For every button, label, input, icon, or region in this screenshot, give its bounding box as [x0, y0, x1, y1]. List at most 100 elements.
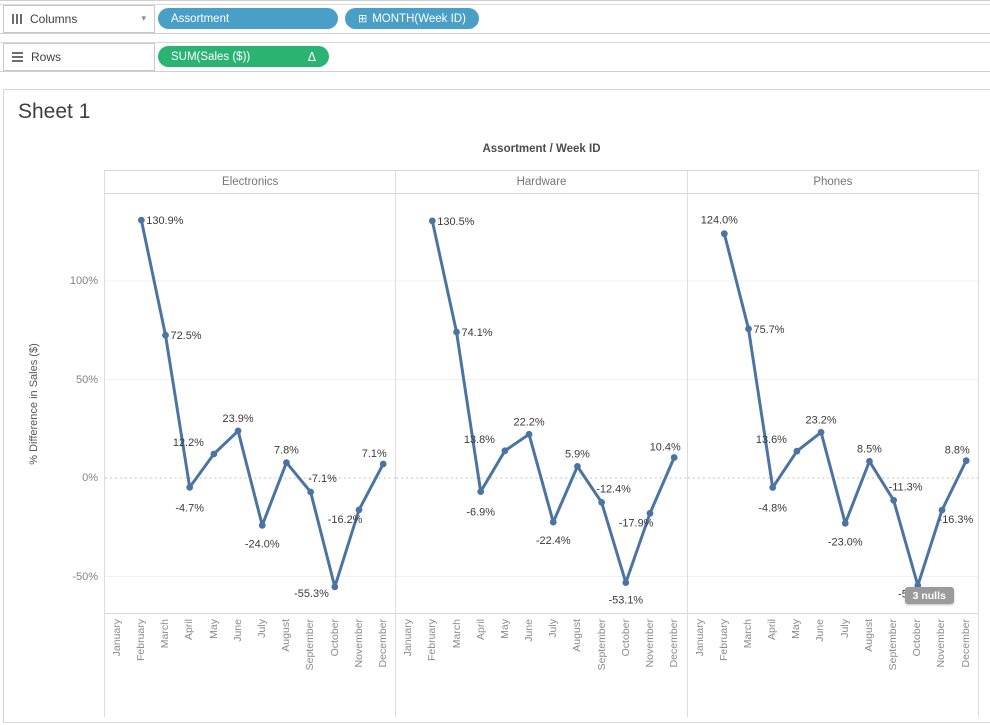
- data-point[interactable]: [865, 457, 873, 465]
- month-label: March: [450, 619, 463, 649]
- month-label: April: [474, 619, 487, 641]
- month-label: August: [280, 619, 293, 652]
- month-label: January: [110, 619, 123, 657]
- month-label: October: [328, 619, 341, 657]
- data-point[interactable]: [744, 325, 752, 333]
- columns-shelf[interactable]: Columns ▾ Assortment ⊞ MONTH(Week ID): [0, 4, 990, 34]
- data-label: -16.2%: [328, 514, 363, 526]
- data-point[interactable]: [501, 447, 509, 455]
- data-label: 75.7%: [753, 324, 784, 336]
- data-point[interactable]: [938, 506, 946, 514]
- month-label: February: [426, 619, 439, 662]
- y-axis-title: % Difference in Sales ($): [28, 343, 40, 465]
- y-tick-label: 0%: [82, 472, 98, 484]
- data-label: -5: [898, 588, 908, 600]
- month-label: May: [790, 619, 803, 639]
- data-point[interactable]: [453, 328, 461, 336]
- month-label: August: [571, 619, 584, 652]
- data-point[interactable]: [477, 488, 485, 495]
- data-point[interactable]: [793, 447, 800, 455]
- month-label: December: [959, 619, 972, 668]
- plus-box-icon[interactable]: ⊞: [358, 12, 368, 25]
- panel-phones: Phones 124.0% 75.7% -4.8% 13.6% 23.2% -23.0% 8.…: [686, 170, 978, 717]
- y-tick-label: 100%: [69, 275, 98, 287]
- pill-month-week-id[interactable]: ⊞ MONTH(Week ID): [345, 8, 479, 29]
- data-label: 5.9%: [565, 448, 590, 460]
- data-point[interactable]: [186, 483, 194, 491]
- data-point[interactable]: [210, 450, 218, 458]
- columns-shelf-label[interactable]: Columns ▾: [3, 5, 155, 33]
- delta-table-calc-icon[interactable]: Δ: [307, 49, 316, 64]
- month-label: November: [935, 619, 948, 668]
- data-point[interactable]: [598, 499, 606, 506]
- data-label: 13.8%: [464, 434, 495, 446]
- data-point[interactable]: [550, 518, 557, 526]
- data-label: 124.0%: [700, 215, 737, 227]
- month-label: January: [402, 619, 415, 657]
- data-point[interactable]: [646, 509, 654, 517]
- month-label: June: [523, 619, 536, 642]
- data-point[interactable]: [234, 427, 242, 435]
- data-point[interactable]: [137, 216, 145, 224]
- rows-shelf-label[interactable]: Rows: [3, 43, 155, 71]
- data-point[interactable]: [258, 521, 266, 529]
- data-point[interactable]: [307, 488, 315, 496]
- x-axis-month-labels: January February March April May June July Augu…: [688, 614, 978, 715]
- data-point[interactable]: [962, 457, 970, 465]
- chevron-down-icon[interactable]: ▾: [141, 14, 146, 24]
- data-label: 23.2%: [805, 414, 836, 426]
- data-label: -22.4%: [536, 535, 571, 547]
- month-label: April: [183, 619, 196, 641]
- line-chart-svg: 130.5% 74.1% -6.9% 13.8% 22.2% -22.4% 5.9% -12.…: [396, 216, 687, 607]
- chart-title: Assortment / Week ID: [482, 143, 601, 155]
- panel-header: Electronics: [105, 170, 396, 194]
- x-axis-month-labels: January February March April May June July Augu…: [105, 614, 395, 715]
- data-point[interactable]: [671, 454, 678, 461]
- data-point[interactable]: [526, 430, 533, 438]
- data-point[interactable]: [768, 484, 776, 491]
- x-axis-month-labels: January February March April May June July Augu…: [396, 614, 686, 715]
- data-point[interactable]: [283, 459, 290, 466]
- data-point[interactable]: [889, 496, 897, 504]
- pill-sum-sales[interactable]: SUM(Sales ($)) Δ: [158, 46, 329, 67]
- data-label: 130.9%: [146, 215, 183, 227]
- nulls-indicator-badge[interactable]: 3 nulls: [904, 587, 954, 605]
- month-label: September: [887, 619, 899, 671]
- rows-shelf[interactable]: Rows SUM(Sales ($)) Δ: [0, 42, 990, 72]
- y-axis: % Difference in Sales ($) 100% 50% 0% -50%: [4, 170, 104, 717]
- data-point[interactable]: [355, 506, 363, 514]
- data-label: 13.6%: [756, 434, 787, 446]
- y-tick-label: -50%: [72, 570, 98, 583]
- data-label: 7.8%: [274, 445, 299, 457]
- sheet-title: Sheet 1: [18, 100, 91, 123]
- panel-plot: 130.5% 74.1% -6.9% 13.8% 22.2% -22.4% 5.9% -12.…: [396, 194, 687, 614]
- data-point[interactable]: [429, 217, 437, 225]
- data-point[interactable]: [622, 579, 630, 586]
- worksheet-canvas: Sheet 1 Assortment / Week ID % Differenc…: [3, 89, 990, 723]
- data-label: -24.0%: [245, 538, 280, 550]
- panel-plot: 130.9% 72.5% -4.7% 12.2% 23.9% -24.0% 7.8% -7.1…: [105, 194, 396, 614]
- data-point[interactable]: [379, 460, 387, 468]
- month-label: October: [911, 619, 924, 657]
- data-label: -7.1%: [308, 473, 337, 485]
- data-point[interactable]: [841, 519, 849, 527]
- data-label: -23.0%: [828, 536, 863, 548]
- data-label: 7.1%: [362, 448, 387, 460]
- month-label: July: [838, 619, 851, 638]
- data-point[interactable]: [162, 331, 169, 339]
- month-label: July: [547, 619, 560, 638]
- panel-electronics: Electronics 130.9% 72.5% -4.7% 12.2% 23.9% -24…: [104, 170, 396, 717]
- data-label: 72.5%: [170, 330, 201, 342]
- data-point[interactable]: [574, 463, 582, 470]
- month-label: April: [766, 619, 779, 641]
- data-point[interactable]: [914, 582, 921, 589]
- pill-assortment[interactable]: Assortment: [158, 8, 338, 29]
- month-label: January: [693, 619, 706, 657]
- data-label: 8.5%: [857, 443, 882, 455]
- data-label: -4.7%: [175, 502, 204, 514]
- data-point[interactable]: [720, 230, 728, 238]
- data-label: -6.9%: [467, 507, 496, 519]
- data-point[interactable]: [331, 583, 339, 591]
- data-point[interactable]: [817, 428, 825, 436]
